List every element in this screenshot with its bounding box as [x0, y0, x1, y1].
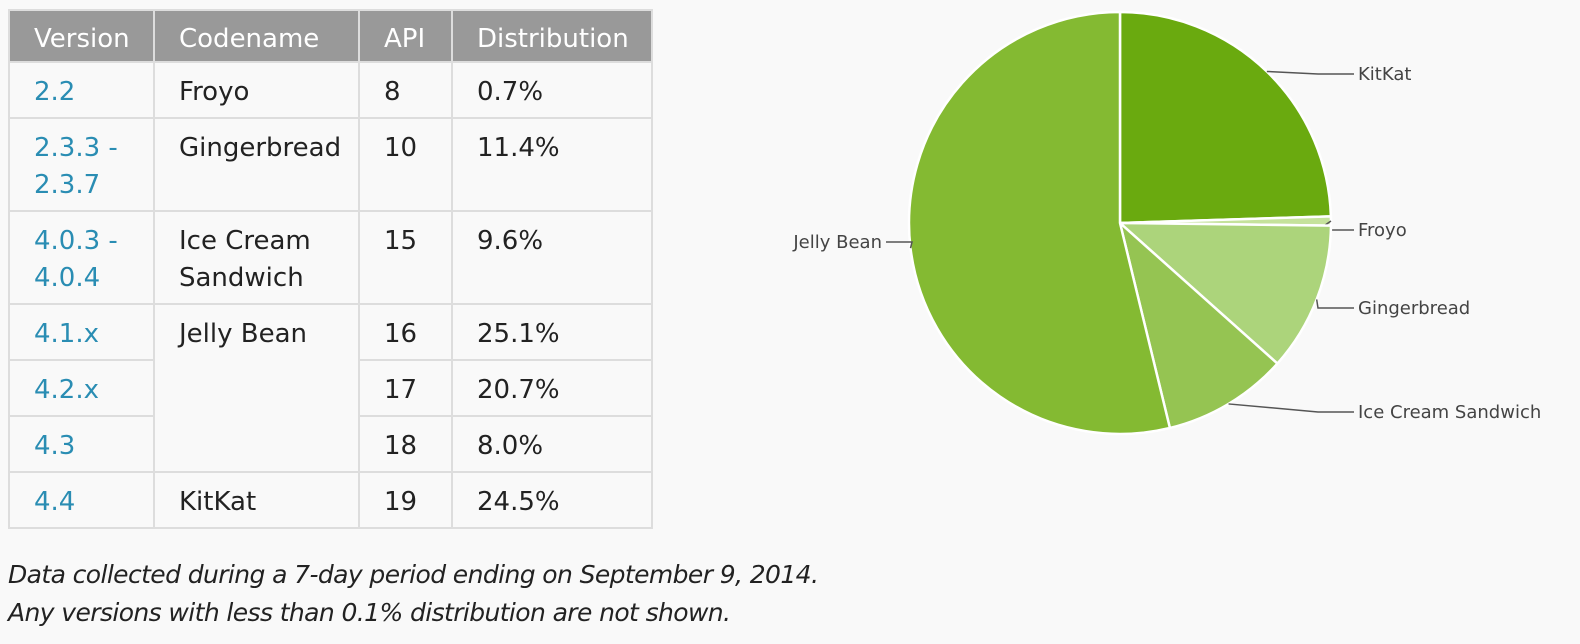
version-label: 4.3 — [34, 431, 76, 461]
table-row: 4.3 18 8.0% — [8, 415, 653, 473]
api-cell: 19 — [358, 471, 453, 529]
version-label: 4.0.4 — [34, 263, 101, 293]
version-label: 2.3.7 — [34, 170, 101, 200]
slice-label: Gingerbread — [1358, 298, 1470, 319]
version-label: 4.0.3 - — [34, 226, 118, 256]
table-row: 2.3.3 - 2.3.7 Gingerbread 10 11.4% — [8, 117, 653, 212]
header-api: API — [358, 9, 453, 63]
version-link[interactable]: 4.2.x — [8, 359, 155, 417]
codename-cell: Froyo — [153, 61, 360, 119]
table-row: 2.2 Froyo 8 0.7% — [8, 61, 653, 119]
distribution-cell: 24.5% — [451, 471, 653, 529]
pie-slice-kitkat — [1118, 10, 1333, 225]
version-link[interactable]: 4.1.x — [8, 303, 155, 361]
version-link[interactable]: 4.0.3 - 4.0.4 — [8, 210, 155, 305]
codename-cell: Ice Cream Sandwich — [153, 210, 360, 305]
codename-label: Ice Cream — [179, 226, 311, 256]
header-version: Version — [8, 9, 155, 63]
version-link[interactable]: 2.2 — [8, 61, 155, 119]
distribution-cell: 20.7% — [451, 359, 653, 417]
api-cell: 8 — [358, 61, 453, 119]
leader-line — [1266, 70, 1354, 75]
table-row: 4.4 KitKat 19 24.5% — [8, 471, 653, 529]
distribution-cell: 11.4% — [451, 117, 653, 212]
distribution-cell: 25.1% — [451, 303, 653, 361]
version-label: 2.2 — [34, 77, 76, 107]
footnote-line: Data collected during a 7-day period end… — [8, 560, 819, 589]
codename-label: Jelly Bean — [179, 319, 308, 349]
codename-label: Gingerbread — [179, 133, 342, 163]
distribution-table: Version Codename API Distribution 2.2 Fr… — [8, 9, 653, 529]
table-row: 4.2.x 17 20.7% — [8, 359, 653, 417]
slice-label: Froyo — [1358, 220, 1407, 241]
codename-label: Froyo — [179, 77, 250, 107]
leader-line — [1228, 403, 1354, 413]
table-row: 4.0.3 - 4.0.4 Ice Cream Sandwich 15 9.6% — [8, 210, 653, 305]
version-label: 4.2.x — [34, 375, 99, 405]
slice-label: KitKat — [1358, 64, 1411, 85]
table-row: 4.1.x Jelly Bean 16 25.1% — [8, 303, 653, 473]
version-label: 4.4 — [34, 487, 76, 517]
slice-label: Jelly Bean — [792, 232, 882, 253]
version-link[interactable]: 4.4 — [8, 471, 155, 529]
version-label: 4.1.x — [34, 319, 99, 349]
version-link[interactable]: 4.3 — [8, 415, 155, 473]
header-distribution: Distribution — [451, 9, 653, 63]
leader-line — [1315, 299, 1354, 309]
header-codename: Codename — [153, 9, 360, 63]
version-label: 2.3.3 - — [34, 133, 118, 163]
api-cell: 18 — [358, 415, 453, 473]
table-header-row: Version Codename API Distribution — [8, 9, 653, 63]
codename-label: Sandwich — [179, 263, 304, 293]
leader-line — [886, 241, 913, 249]
distribution-cell: 9.6% — [451, 210, 653, 305]
codename-cell: KitKat — [153, 471, 360, 529]
codename-cell: Gingerbread — [153, 117, 360, 212]
codename-cell: Jelly Bean — [153, 303, 360, 473]
api-cell: 17 — [358, 359, 453, 417]
slice-label: Ice Cream Sandwich — [1358, 402, 1541, 423]
footnote-line: Any versions with less than 0.1% distrib… — [8, 598, 731, 627]
api-cell: 10 — [358, 117, 453, 212]
api-cell: 16 — [358, 303, 453, 361]
distribution-cell: 8.0% — [451, 415, 653, 473]
pie-slice-ice-cream-sandwich — [1118, 221, 1279, 430]
codename-label: KitKat — [179, 487, 257, 517]
pie-slice-gingerbread — [1118, 221, 1333, 365]
distribution-cell: 0.7% — [451, 61, 653, 119]
version-link[interactable]: 2.3.3 - 2.3.7 — [8, 117, 155, 212]
api-cell: 15 — [358, 210, 453, 305]
